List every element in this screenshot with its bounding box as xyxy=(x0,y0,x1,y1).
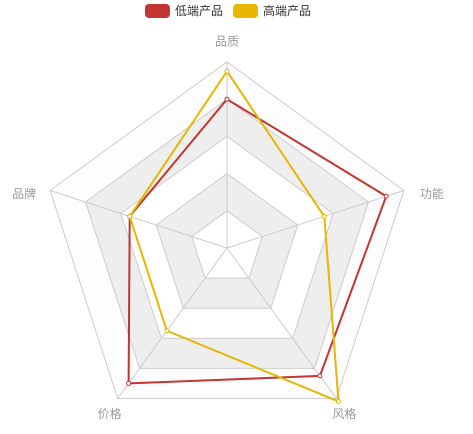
axis-line-3 xyxy=(226,247,337,399)
data-point[interactable] xyxy=(127,213,133,219)
data-point[interactable] xyxy=(224,68,230,74)
radar-axes xyxy=(49,62,405,399)
legend: 低端产品 高端产品 xyxy=(145,3,311,18)
data-point[interactable] xyxy=(126,380,132,386)
axis-line-2 xyxy=(226,190,405,249)
indicator-label: 功能 xyxy=(420,187,444,201)
axis-line-4 xyxy=(117,247,228,399)
data-point[interactable] xyxy=(383,193,389,199)
series-line[interactable] xyxy=(127,98,388,385)
data-point[interactable] xyxy=(336,398,342,404)
axis-line-5 xyxy=(49,190,228,249)
indicator-label: 品牌 xyxy=(12,187,36,201)
data-point[interactable] xyxy=(164,328,170,334)
series-2[interactable] xyxy=(127,68,342,404)
indicator-label: 品质 xyxy=(215,35,239,49)
legend-label: 低端产品 xyxy=(175,4,223,18)
data-point[interactable] xyxy=(224,96,230,102)
legend-item[interactable]: 高端产品 xyxy=(233,3,311,18)
data-point[interactable] xyxy=(321,213,327,219)
data-point[interactable] xyxy=(317,373,323,379)
legend-item[interactable]: 低端产品 xyxy=(145,4,223,18)
indicator-label: 风格 xyxy=(332,406,356,421)
legend-swatch xyxy=(233,4,258,18)
series-line[interactable] xyxy=(128,70,340,403)
legend-label: 高端产品 xyxy=(263,3,311,18)
indicator-label: 价格 xyxy=(98,406,122,421)
legend-swatch xyxy=(145,4,170,18)
